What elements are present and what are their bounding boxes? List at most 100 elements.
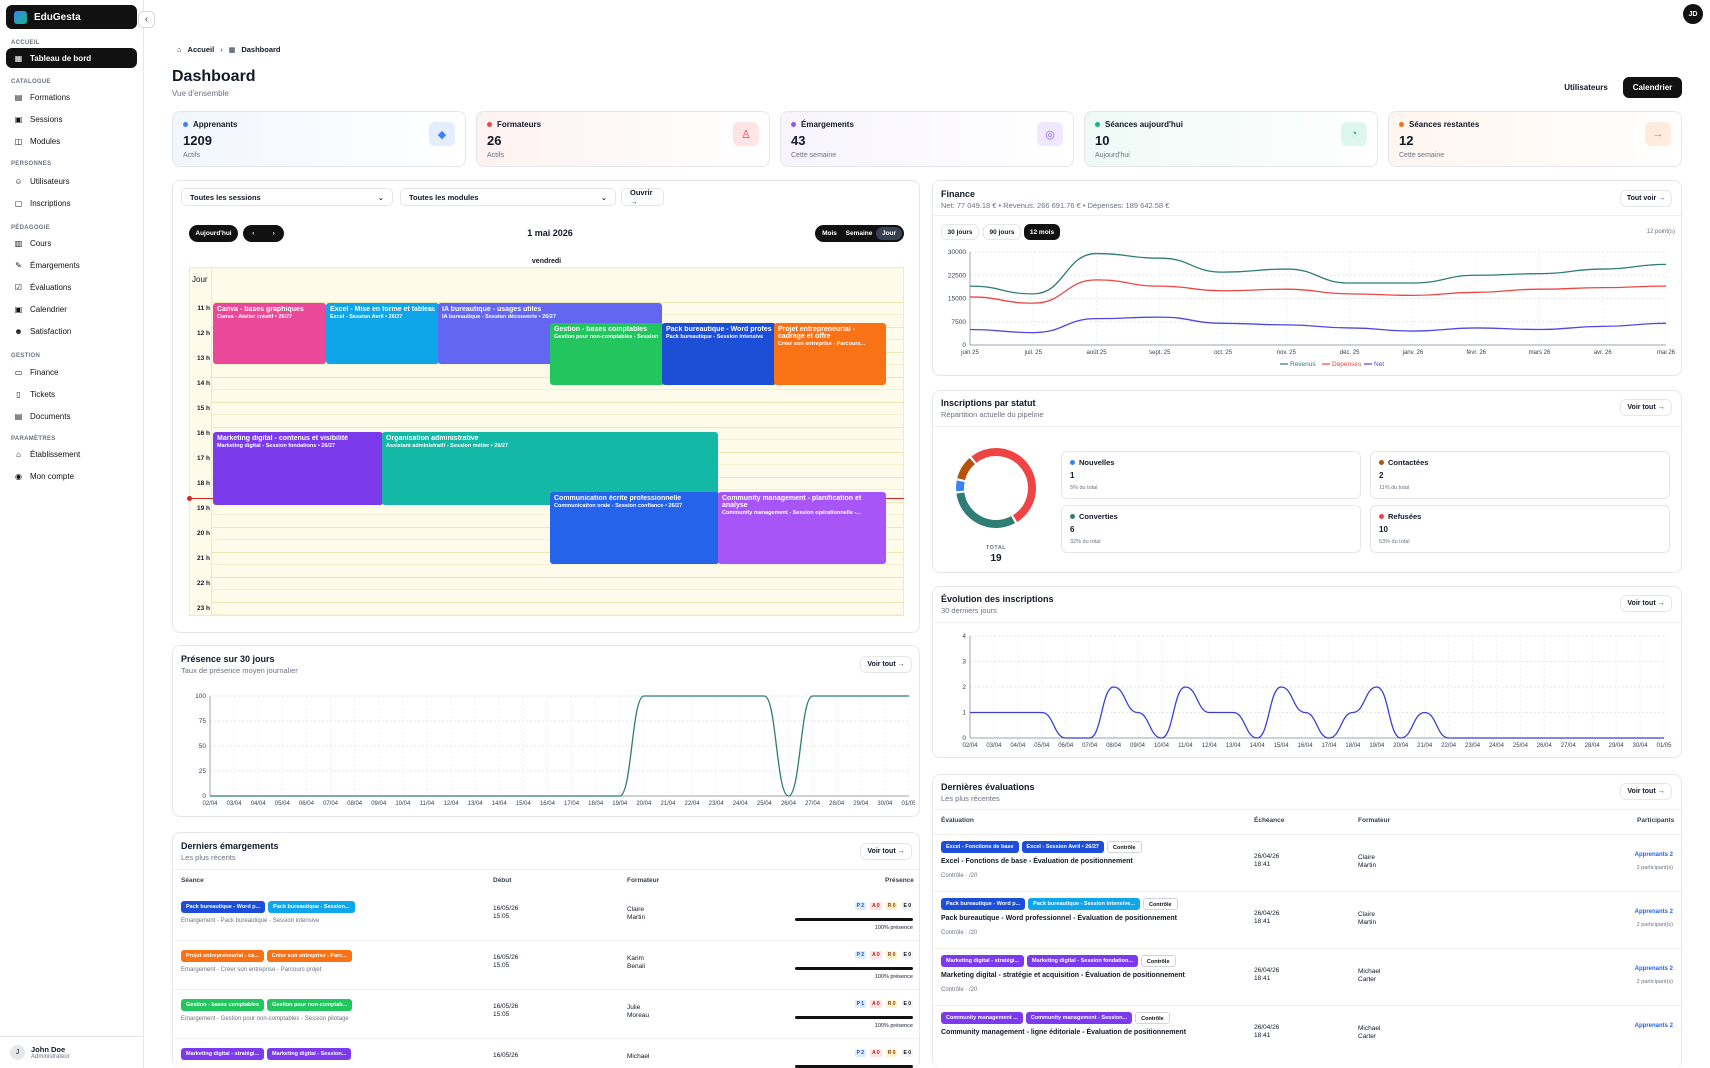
evolution-see-all-button[interactable]: Voir tout → [1620,595,1672,612]
status-stat-2[interactable]: Converties 6 32% du total [1061,505,1361,553]
allday-label: Jour [192,275,208,284]
sidebar-item-tickets[interactable]: ▯ Tickets [6,384,137,404]
calendar-event[interactable]: Pack bureautique - Word professionnelPac… [662,323,776,385]
evaluation-tag[interactable]: Community management ... [941,1012,1023,1024]
presence-subtitle: Taux de présence moyen journalier [181,666,298,675]
calendar-event[interactable]: Projet entrepreneurial - cadrage et offr… [774,323,886,385]
sidebar-item-calendrier[interactable]: ▣ Calendrier [6,299,137,319]
sidebar-item-modules[interactable]: ◫ Modules [6,131,137,151]
session-tag[interactable]: Gestion - bases comptables [181,999,265,1011]
view-month-button[interactable]: Mois [822,230,837,237]
sidebar-item-cours[interactable]: ▥ Cours [6,233,137,253]
evaluation-tag[interactable]: Pack bureautique - Word p... [941,898,1026,910]
sidebar-item--tablissement[interactable]: ⌂ Établissement [6,444,137,464]
range-30-button[interactable]: 30 jours [941,224,979,240]
calendar-event[interactable]: Canva - bases graphiques Canva - Atelier … [213,303,326,364]
status-stat-3[interactable]: Refusées 10 53% du total [1370,505,1670,553]
session-tag[interactable]: Marketing digital - stratégi... [181,1048,265,1060]
evaluation-tag[interactable]: Community management - Session... [1025,1012,1133,1024]
x-tick-label: févr. 26 [1466,350,1486,356]
evaluation-tag[interactable]: Pack bureautique - Session intensive... [1028,898,1140,910]
evaluation-title[interactable]: Pack bureautique - Word professionnel - … [941,915,1177,922]
calendar-event[interactable]: Community management - planification et … [718,492,886,564]
sidebar-item--valuations[interactable]: ☑ Évaluations [6,277,137,297]
prev-day-button[interactable]: ‹ [252,230,255,237]
sidebar-item-mon-compte[interactable]: ◉ Mon compte [6,466,137,486]
evaluations-see-all-button[interactable]: Voir tout → [1620,783,1672,800]
evaluation-title[interactable]: Community management - ligne éditoriale … [941,1029,1187,1036]
kpi-card-1[interactable]: Formateurs 26 Actifs ♙ [476,111,770,167]
sidebar-item-label: Formations [30,92,71,102]
col-formateur: Formateur [627,877,660,884]
presence-see-all-button[interactable]: Voir tout → [860,656,912,673]
table-row[interactable]: Marketing digital - stratégi... Marketing… [173,1042,919,1068]
event-title: Organisation administrative [386,435,479,442]
sidebar-item-satisfaction[interactable]: ☻ Satisfaction [6,321,137,341]
range-90-button[interactable]: 90 jours [983,224,1021,240]
inscriptions-status-see-all-button[interactable]: Voir tout → [1620,399,1672,416]
table-row[interactable]: Projet entrepreneurial - ca... Créer son … [173,944,919,990]
sidebar-item-sessions[interactable]: ▣ Sessions [6,109,137,129]
evaluation-tag[interactable]: Excel - Fonctions de base [941,841,1019,853]
kpi-card-0[interactable]: Apprenants 1209 Actifs ◆ [172,111,466,167]
brand-logo[interactable]: EduGesta [6,5,137,29]
x-tick-label: mars 26 [1529,350,1551,356]
table-row[interactable]: Marketing digital - stratégi... Marketing… [933,948,1681,1004]
calendar-button[interactable]: Calendrier [1623,77,1682,98]
col-participants: Participants [1637,817,1675,824]
sidebar-item-label: Modules [30,136,61,146]
next-day-button[interactable]: › [272,230,275,237]
sidebar-item--margements[interactable]: ✎ Émargements [6,255,137,275]
module-filter-select[interactable]: Toutes les modules ⌄ [400,188,616,206]
sidebar-collapse-button[interactable]: ‹ [138,11,155,28]
user-avatar-top[interactable]: JD [1683,4,1703,24]
user-profile[interactable]: J John Doe Administrateur [0,1036,144,1068]
evaluation-tag[interactable]: Excel - Session Avril • 26/27 [1021,841,1104,853]
table-row[interactable]: Pack bureautique - Word p... Pack bureaut… [933,891,1681,947]
finance-see-all-button[interactable]: Tout voir → [1620,190,1672,207]
view-day-button[interactable]: Jour [876,227,902,240]
table-row[interactable]: Gestion - bases comptables Gestion pour n… [173,993,919,1039]
hour-label: 16 h [196,430,210,437]
status-stat-1[interactable]: Contactées 2 11% du total [1370,451,1670,499]
sidebar-item-documents[interactable]: ▤ Documents [6,406,137,426]
evaluation-sub: Contrôle · /20 [941,873,978,879]
session-tag[interactable]: Pack bureautique - Word p... [181,901,266,913]
kpi-card-2[interactable]: Émargements 43 Cette semaine ◎ [780,111,1074,167]
session-tag[interactable]: Marketing digital - Session... [267,1048,352,1060]
evaluation-title[interactable]: Marketing digital - stratégie et acquisi… [941,972,1185,979]
sidebar-item-formations[interactable]: ▤ Formations [6,87,137,107]
kpi-card-3[interactable]: Séances aujourd'hui 10 Aujourd'hui ◔ [1084,111,1378,167]
range-12m-button[interactable]: 12 mois [1024,224,1060,240]
sidebar-item-tableau-de-bord[interactable]: ▦ Tableau de bord [6,48,137,68]
presence-chip-a: A 0 [870,902,882,910]
kpi-value: 26 [487,133,502,148]
sidebar-item-finance[interactable]: ▭ Finance [6,362,137,382]
kpi-card-4[interactable]: Séances restantes 12 Cette semaine → [1388,111,1682,167]
emargements-see-all-button[interactable]: Voir tout → [860,843,912,860]
session-tag[interactable]: Créer son entreprise - Parc... [266,950,352,962]
sidebar-item-inscriptions[interactable]: ▢ Inscriptions [6,193,137,213]
status-stat-0[interactable]: Nouvelles 1 5% du total [1061,451,1361,499]
donut-slice-contactées [957,457,976,481]
table-row[interactable]: Excel - Fonctions de base Excel - Session… [933,834,1681,890]
session-filter-select[interactable]: Toutes les sessions ⌄ [181,188,393,206]
session-tag[interactable]: Projet entrepreneurial - ca... [181,950,264,962]
users-button[interactable]: Utilisateurs [1552,77,1620,98]
calendar-event[interactable]: Excel - Mise en forme et tableaux Excel -… [326,303,439,364]
calendar-event[interactable]: Marketing digital - contenus et visibili… [213,432,383,505]
view-week-button[interactable]: Semaine [845,230,873,237]
table-row[interactable]: Pack bureautique - Word p... Pack bureaut… [173,895,919,941]
calendar-event[interactable]: Gestion - bases comptables Gestion pour n… [550,323,664,385]
open-button[interactable]: Ouvrir → [621,188,664,206]
today-button[interactable]: Aujourd'hui [189,225,238,242]
session-tag[interactable]: Gestion pour non-comptab... [267,999,353,1011]
table-row[interactable]: Community management ... Community manage… [933,1005,1681,1061]
sidebar-item-utilisateurs[interactable]: ☺ Utilisateurs [6,171,137,191]
session-tag[interactable]: Pack bureautique - Session... [268,901,355,913]
evaluation-tag[interactable]: Marketing digital - Session fondation... [1027,955,1138,967]
evaluation-title[interactable]: Excel - Fonctions de base - Évaluation d… [941,858,1133,865]
breadcrumb-home[interactable]: Accueil [187,45,215,54]
calendar-event[interactable]: Communication écrite professionnelle Comm… [550,492,719,564]
evaluation-tag[interactable]: Marketing digital - stratégi... [941,955,1025,967]
